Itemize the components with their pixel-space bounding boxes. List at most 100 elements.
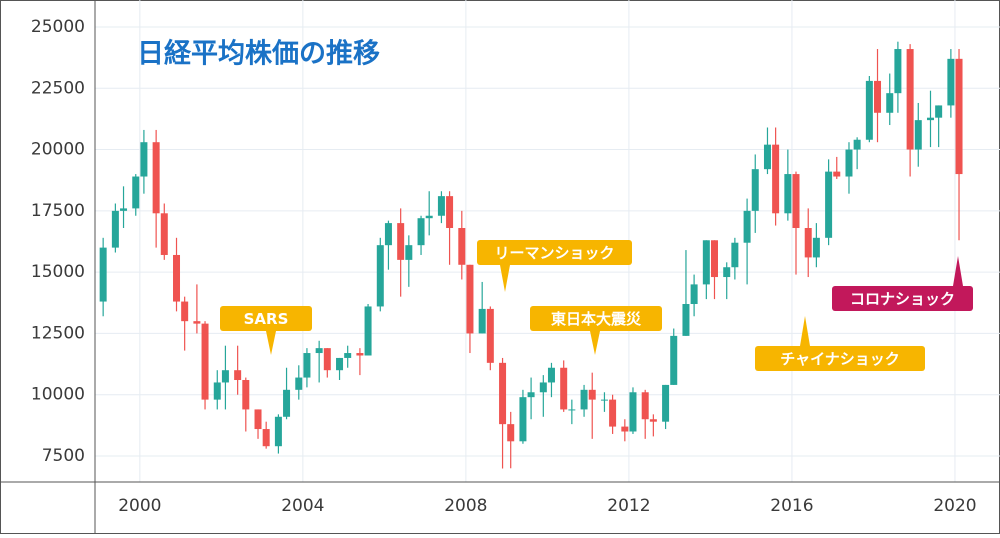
- candle-body: [926, 117, 934, 121]
- candle-body: [886, 93, 894, 113]
- y-tick-label: 17500: [31, 201, 85, 221]
- candle-body: [865, 80, 873, 140]
- candle-body: [384, 223, 392, 246]
- callout-label: SARS: [244, 310, 289, 328]
- candle-body: [792, 174, 800, 229]
- candle-body: [364, 306, 372, 356]
- candle-body: [405, 245, 413, 260]
- candle-body: [446, 196, 454, 229]
- candle-body: [853, 139, 861, 150]
- candle-body: [609, 399, 617, 427]
- candle-body: [763, 144, 771, 170]
- candle-body: [132, 176, 140, 209]
- y-tick-label: 15000: [31, 262, 85, 282]
- candle-body: [743, 210, 751, 243]
- candle-body: [527, 392, 535, 398]
- candle-body: [425, 215, 433, 219]
- candle-body: [600, 399, 608, 401]
- candle-body: [649, 419, 657, 422]
- candle-body: [111, 210, 119, 248]
- y-tick-label: 12500: [31, 323, 85, 343]
- candle-body: [914, 120, 922, 150]
- candle-body: [99, 247, 107, 302]
- candle-body: [160, 213, 168, 255]
- candle-body: [315, 348, 323, 354]
- candle-body: [376, 245, 384, 307]
- candle-body: [283, 389, 291, 417]
- candle-body: [784, 174, 792, 214]
- callout-pointer: [266, 331, 276, 355]
- callout-box: [832, 286, 973, 311]
- candle-body: [629, 392, 637, 432]
- callout-pointer: [500, 265, 510, 292]
- candle-body: [417, 218, 425, 246]
- candle-body: [397, 223, 405, 260]
- candle-body: [772, 144, 780, 214]
- candle-body: [437, 196, 445, 216]
- candle-body: [955, 58, 963, 175]
- x-tick-label: 2016: [770, 496, 813, 516]
- candle-body: [323, 348, 331, 371]
- callout-label: 東日本大震災: [551, 310, 642, 328]
- callout-label: リーマンショック: [494, 244, 614, 262]
- candle-body: [751, 169, 759, 211]
- candle-body: [466, 264, 474, 334]
- candle-body: [262, 429, 270, 447]
- candle-body: [336, 357, 344, 371]
- candle-body: [213, 382, 221, 400]
- candle-body: [568, 409, 576, 411]
- candle-body: [588, 389, 596, 400]
- callout-label: コロナショック: [850, 290, 955, 308]
- candle-body: [254, 409, 262, 430]
- candle-body: [906, 49, 914, 150]
- candle-body: [670, 335, 678, 385]
- candle-body: [193, 321, 201, 324]
- candle-body: [140, 142, 148, 177]
- candle-body: [641, 392, 649, 420]
- callout-label: チャイナショック: [780, 350, 900, 368]
- candle-body: [486, 308, 494, 363]
- candle-body: [935, 105, 943, 118]
- x-tick-label: 2004: [281, 496, 324, 516]
- y-tick-label: 20000: [31, 140, 85, 160]
- candle-body: [173, 254, 181, 302]
- candle-body: [812, 237, 820, 258]
- candle-body: [662, 384, 670, 422]
- candle-body: [560, 367, 568, 410]
- candle-body: [804, 228, 812, 258]
- candle-body: [201, 323, 209, 400]
- candle-body: [458, 228, 466, 265]
- candle-body: [181, 301, 189, 322]
- candle-body: [274, 416, 282, 447]
- candle-body: [242, 380, 250, 410]
- y-tick-label: 25000: [31, 17, 85, 37]
- candle-body: [356, 353, 364, 356]
- candle-body: [894, 49, 902, 94]
- callout-box: [477, 240, 632, 265]
- candle-body: [702, 240, 710, 285]
- candle-body: [723, 267, 731, 278]
- y-tick-label: 7500: [42, 446, 85, 466]
- y-tick-label: 22500: [31, 78, 85, 98]
- candle-body: [295, 377, 303, 390]
- candle-body: [221, 370, 229, 383]
- candle-body: [580, 389, 588, 410]
- candle-body: [519, 397, 527, 442]
- candle-body: [547, 367, 555, 383]
- candle-body: [731, 242, 739, 268]
- x-tick-label: 2020: [933, 496, 976, 516]
- candle-body: [710, 240, 718, 278]
- callout-box: [530, 306, 662, 331]
- candle-body: [690, 284, 698, 305]
- candle-body: [874, 80, 882, 113]
- callout-pointer: [800, 316, 810, 346]
- candle-body: [499, 362, 507, 425]
- candle-body: [152, 142, 160, 214]
- candle-body: [344, 353, 352, 358]
- candle-body: [539, 382, 547, 393]
- candle-body: [845, 149, 853, 177]
- candle-body: [825, 171, 833, 238]
- candle-body: [833, 171, 841, 177]
